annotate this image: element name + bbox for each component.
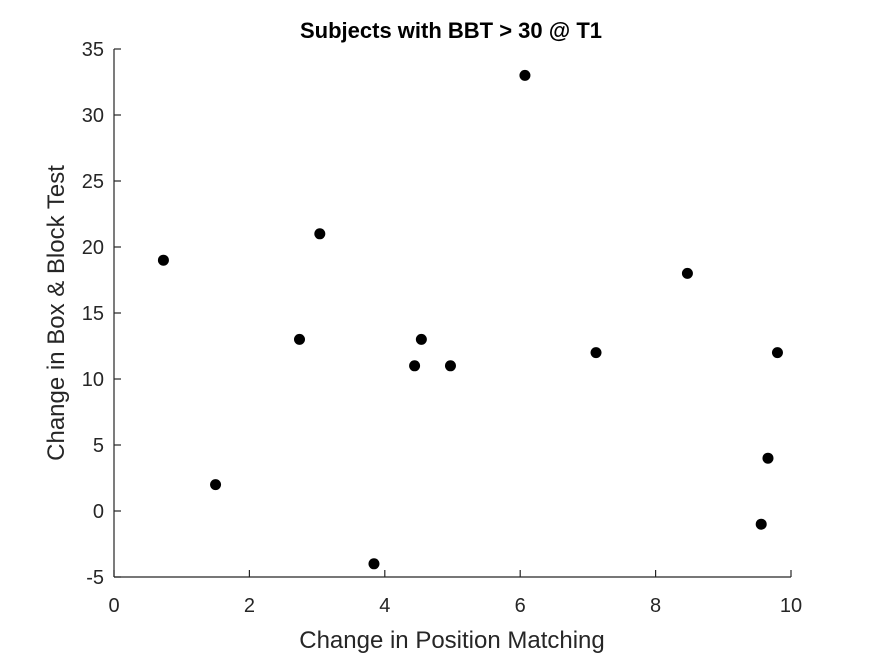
y-tick-label: 35: [82, 39, 104, 61]
chart-title: Subjects with BBT > 30 @ T1: [300, 18, 602, 43]
data-points: [157, 69, 783, 570]
data-point: [590, 347, 602, 359]
y-tick-label: 15: [82, 303, 104, 325]
data-point: [519, 69, 531, 81]
data-point: [157, 254, 169, 266]
data-point: [368, 558, 380, 570]
x-axis-label: Change in Position Matching: [299, 627, 605, 654]
y-tick-label: 0: [93, 501, 104, 523]
y-tick-label: -5: [86, 567, 104, 589]
data-point: [444, 360, 456, 372]
data-point: [210, 479, 222, 491]
data-point: [293, 333, 305, 345]
data-point: [415, 333, 427, 345]
x-tick-label: 0: [108, 595, 119, 617]
y-tick-label: 25: [82, 171, 104, 193]
x-tick-label: 4: [379, 595, 390, 617]
y-tick-label: 10: [82, 369, 104, 391]
x-tick-label: 2: [244, 595, 255, 617]
data-point: [771, 347, 783, 359]
y-tick-label: 30: [82, 105, 104, 127]
y-tick-label: 5: [93, 435, 104, 457]
data-point: [762, 452, 774, 464]
x-tick-label: 6: [515, 595, 526, 617]
x-tick-label: 10: [780, 595, 802, 617]
data-point: [755, 518, 767, 530]
data-point: [409, 360, 421, 372]
x-tick-label: 8: [650, 595, 661, 617]
y-tick-label: 20: [82, 237, 104, 259]
data-point: [681, 267, 693, 279]
data-point: [314, 228, 326, 240]
y-axis-label: Change in Box & Block Test: [43, 165, 70, 461]
